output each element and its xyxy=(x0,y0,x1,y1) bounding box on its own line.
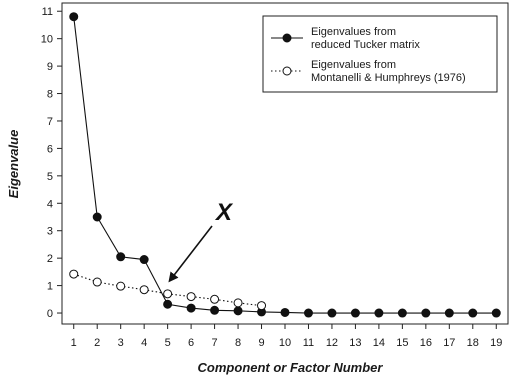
x-tick-label: 1 xyxy=(71,337,77,349)
data-point-filled xyxy=(303,308,313,318)
legend-label: Eigenvalues from xyxy=(311,59,396,71)
y-tick-label: 6 xyxy=(47,143,53,155)
x-tick-label: 6 xyxy=(188,337,194,349)
data-point-open xyxy=(210,294,220,304)
x-tick-label: 5 xyxy=(165,337,171,349)
x-tick-label: 15 xyxy=(396,337,408,349)
x-tick-label: 11 xyxy=(303,337,314,349)
x-tick-label: 12 xyxy=(326,337,338,349)
x-tick-label: 9 xyxy=(258,337,264,349)
x-tick-label: 8 xyxy=(235,337,241,349)
data-point-filled xyxy=(350,308,360,318)
annotation-label: X xyxy=(214,199,234,226)
data-point-open xyxy=(92,277,102,287)
x-tick-label: 16 xyxy=(420,337,432,349)
x-tick-label: 3 xyxy=(118,337,124,349)
data-point-filled xyxy=(139,255,149,265)
x-axis-title: Component or Factor Number xyxy=(198,360,384,375)
legend-label: Montanelli & Humphreys (1976) xyxy=(311,72,466,84)
data-point-open xyxy=(139,285,149,295)
y-tick-label: 4 xyxy=(47,198,53,210)
data-point-filled xyxy=(421,308,431,318)
series-2 xyxy=(69,269,267,311)
data-point-filled xyxy=(186,303,196,313)
data-point-filled xyxy=(92,212,102,222)
data-point-open xyxy=(69,269,79,279)
x-tick-label: 7 xyxy=(212,337,218,349)
y-tick-label: 3 xyxy=(47,226,53,238)
data-point-filled xyxy=(163,299,173,309)
x-tick-label: 13 xyxy=(349,337,361,349)
x-tick-label: 14 xyxy=(373,337,385,349)
data-point-open xyxy=(163,289,173,299)
x-tick-label: 4 xyxy=(141,337,147,349)
y-axis-title: Eigenvalue xyxy=(6,130,21,199)
legend-label: Eigenvalues from xyxy=(311,26,396,38)
y-tick-label: 1 xyxy=(47,281,53,293)
y-tick-label: 7 xyxy=(47,116,53,128)
data-point-open xyxy=(233,298,243,308)
data-point-filled xyxy=(491,308,501,318)
y-tick-label: 8 xyxy=(47,89,53,101)
y-tick-label: 9 xyxy=(47,61,53,73)
annotation-arrow xyxy=(168,225,213,283)
data-point-filled xyxy=(397,308,407,318)
y-tick-label: 2 xyxy=(47,253,53,265)
data-point-filled xyxy=(374,308,384,318)
data-point-filled xyxy=(468,308,478,318)
data-point-filled xyxy=(444,308,454,318)
data-point-filled xyxy=(280,307,290,317)
annotations: X xyxy=(168,199,234,283)
data-point-open xyxy=(186,292,196,302)
x-tick-label: 19 xyxy=(490,337,502,349)
data-point-filled xyxy=(210,305,220,315)
data-point-filled xyxy=(69,12,79,22)
y-tick-label: 0 xyxy=(47,308,53,320)
x-tick-label: 10 xyxy=(279,337,291,349)
data-point-filled xyxy=(327,308,337,318)
data-point-filled xyxy=(233,306,243,316)
data-point-open xyxy=(257,301,267,311)
legend-box xyxy=(262,15,498,93)
data-series xyxy=(69,12,501,318)
y-tick-label: 11 xyxy=(42,6,53,18)
x-tick-label: 17 xyxy=(443,337,455,349)
legend-marker-filled xyxy=(282,33,292,43)
y-tick-label: 10 xyxy=(41,34,53,46)
x-tick-label: 2 xyxy=(94,337,100,349)
legend-label: reduced Tucker matrix xyxy=(311,39,420,51)
legend-marker-open xyxy=(282,66,292,76)
x-tick-label: 18 xyxy=(467,337,479,349)
data-point-filled xyxy=(116,252,126,262)
data-point-open xyxy=(116,281,126,291)
y-tick-label: 5 xyxy=(47,171,53,183)
